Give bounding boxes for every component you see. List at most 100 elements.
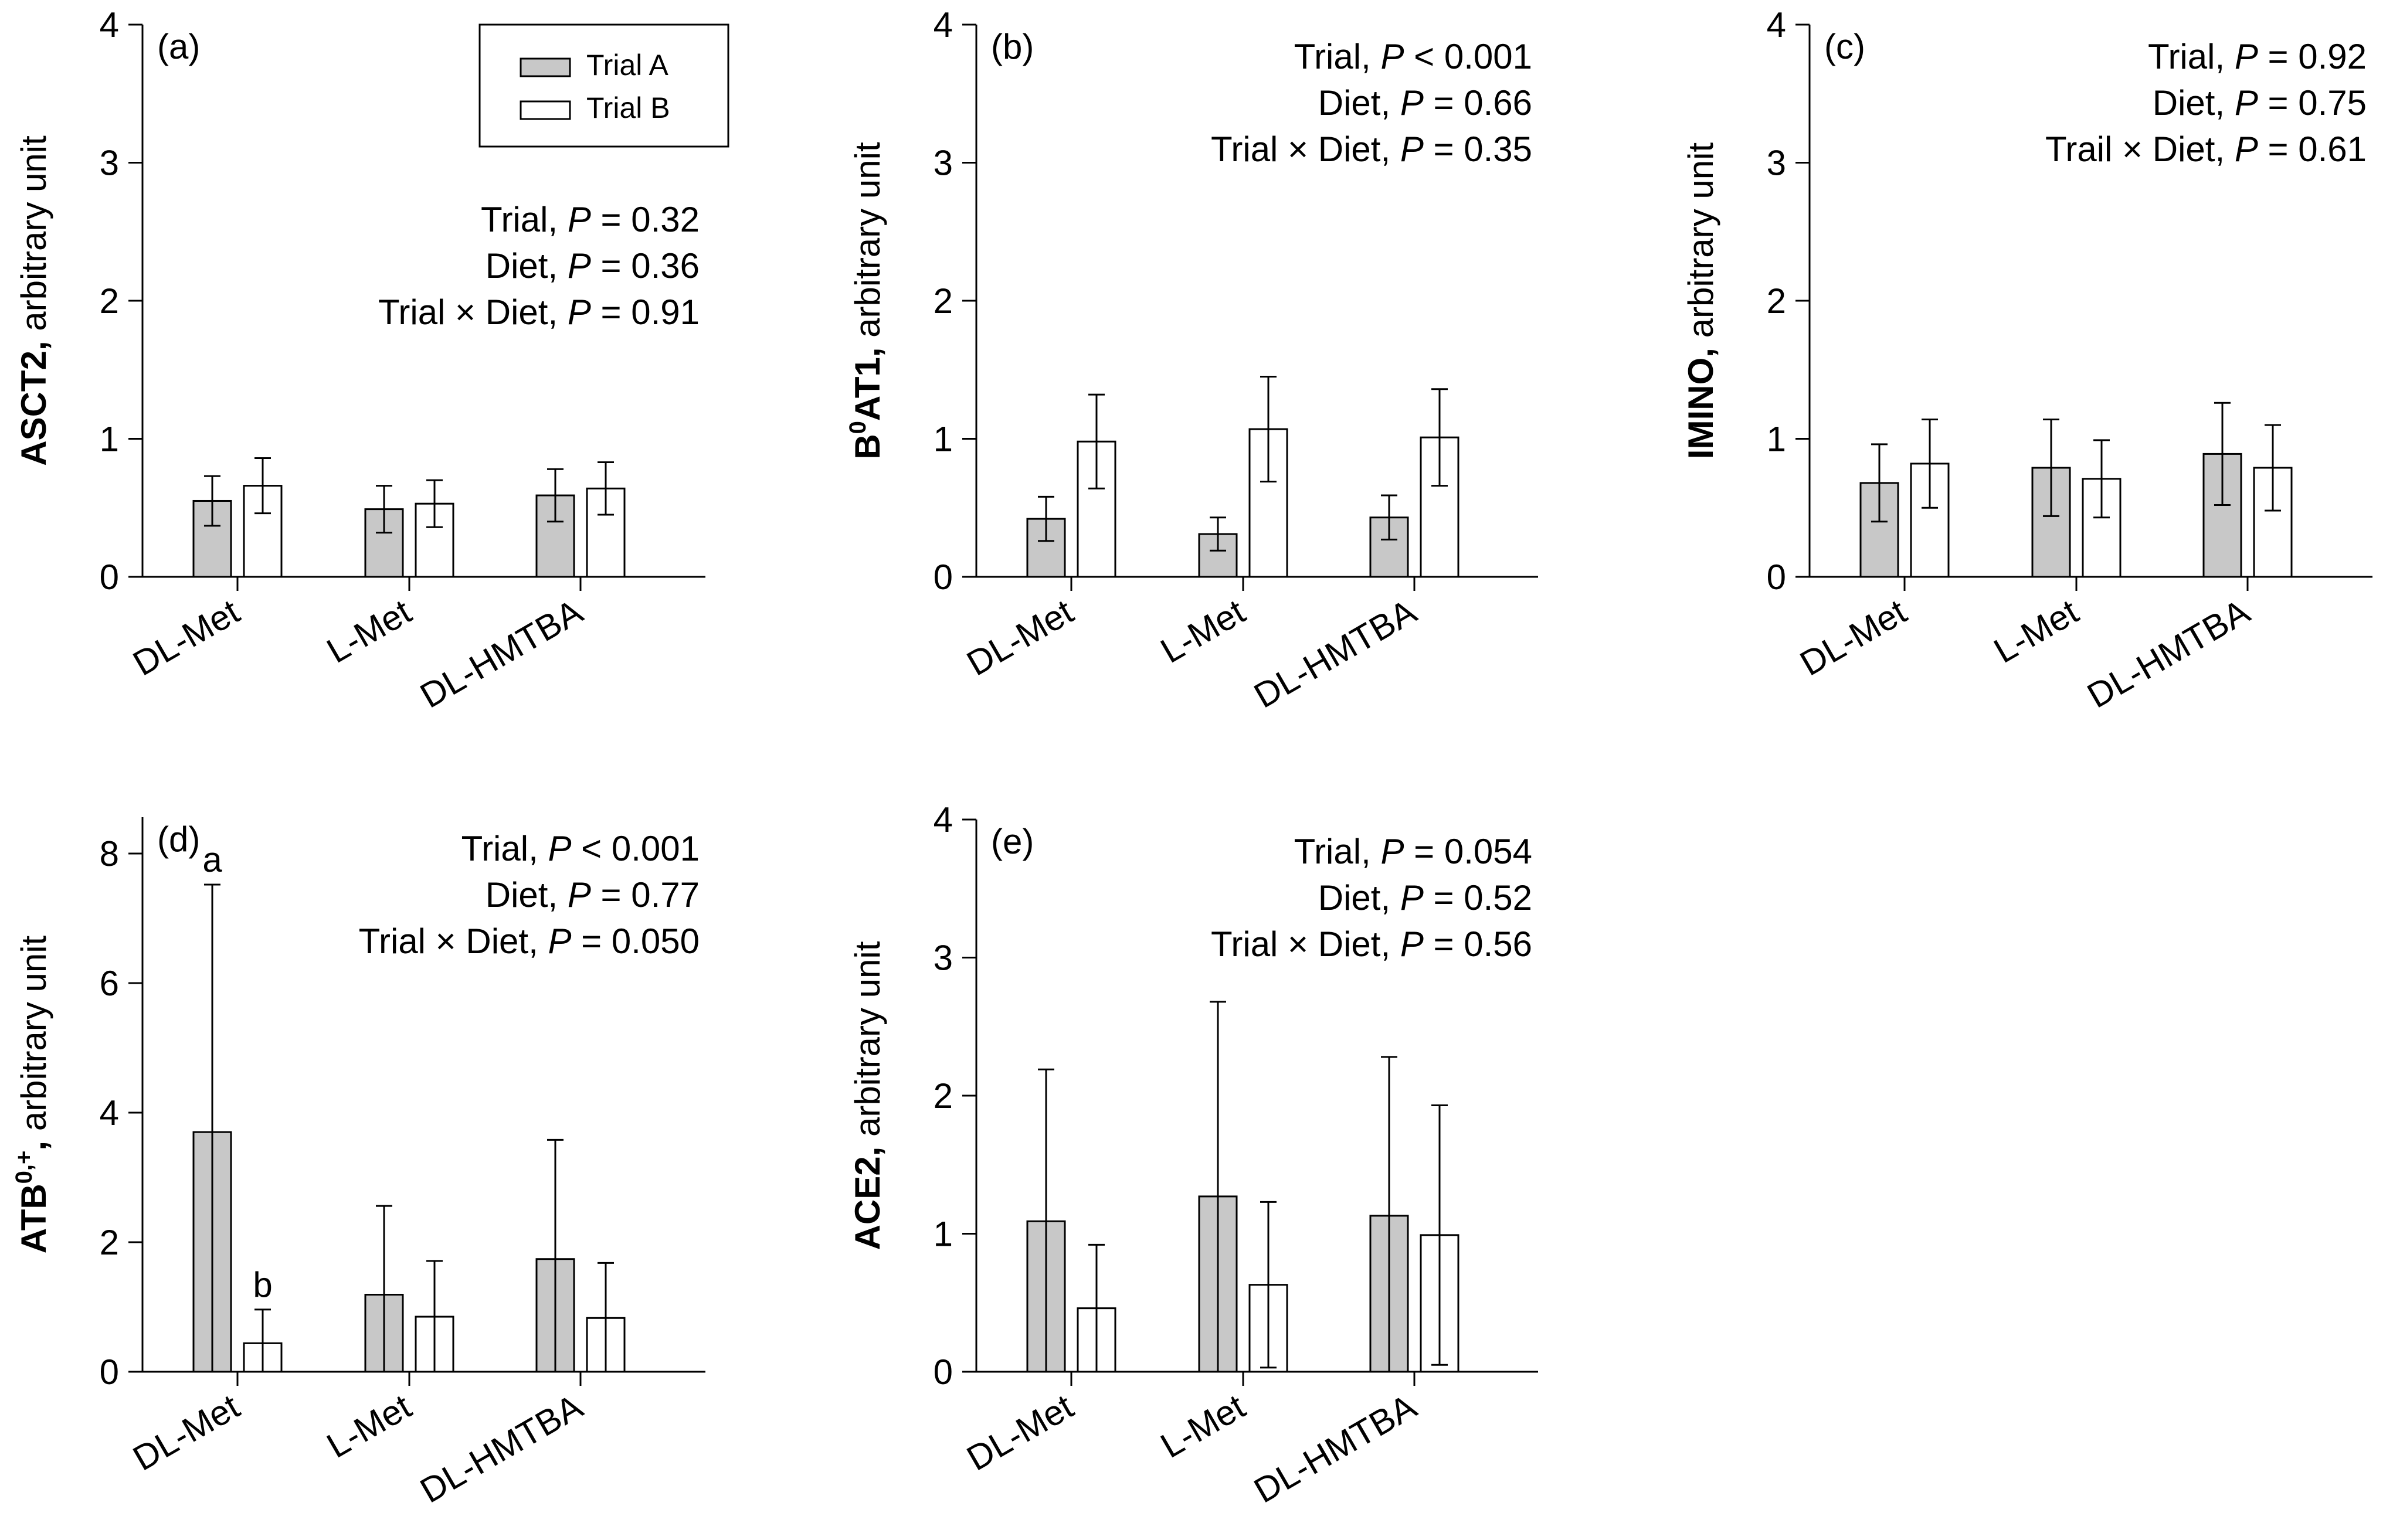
stat-line: Trial, P = 0.054 — [1294, 832, 1532, 871]
stat-p: P — [568, 293, 591, 332]
y-tick-label: 0 — [934, 557, 953, 597]
y-axis-label-main-cont: , — [14, 1141, 53, 1151]
y-tick-label: 1 — [934, 420, 953, 459]
x-tick-label: DL-Met — [127, 1386, 246, 1478]
y-axis-label-main: ACE2, — [848, 1147, 887, 1250]
significance-letter: a — [202, 840, 222, 879]
stat-line: Trial × Diet, P = 0.050 — [359, 922, 700, 961]
stat-value: < 0.001 — [1404, 37, 1532, 76]
stat-p: P — [568, 200, 591, 239]
legend-box — [478, 23, 729, 148]
stat-p: P — [568, 875, 591, 915]
stat-p: P — [548, 922, 571, 961]
y-tick-label: 1 — [934, 1215, 953, 1254]
stat-term: Diet, — [486, 875, 568, 915]
panel-label: (b) — [991, 27, 1034, 66]
y-tick-label: 2 — [100, 281, 119, 321]
stat-line: Diet, P = 0.36 — [486, 246, 700, 285]
y-tick-label: 0 — [1767, 557, 1786, 597]
x-tick-label: DL-HMTBA — [1247, 1386, 1423, 1510]
legend-swatch — [520, 57, 571, 77]
stat-p: P — [548, 829, 571, 868]
stat-line: Diet, P = 0.66 — [1318, 83, 1532, 123]
stat-p: P — [2235, 37, 2258, 76]
y-tick-label: 1 — [1767, 420, 1786, 459]
bar-trial-b-l-met — [415, 502, 454, 578]
x-tick-label: DL-Met — [1794, 591, 1913, 684]
x-tick-label: L-Met — [320, 1386, 418, 1466]
legend: Trial A Trial B — [478, 23, 729, 148]
panel-label: (e) — [991, 822, 1034, 861]
stat-line: Trial × Diet, P = 0.91 — [378, 293, 700, 332]
y-axis-label: B0AT1, arbitrary unit — [845, 142, 887, 460]
x-tick-label: L-Met — [1154, 1386, 1252, 1466]
stat-line: Trial, P < 0.001 — [1294, 37, 1532, 76]
panel-label: (a) — [157, 27, 200, 66]
stat-line: Diet, P = 0.77 — [486, 875, 700, 915]
stat-value: = 0.75 — [2258, 83, 2367, 123]
stat-value: = 0.56 — [1424, 924, 1532, 964]
y-tick-label: 4 — [1767, 5, 1786, 45]
stat-term: Diet, — [486, 246, 568, 285]
stat-value: = 0.050 — [571, 922, 700, 961]
panel-label: (c) — [1824, 27, 1865, 66]
panel-label: (d) — [157, 820, 200, 859]
stat-p: P — [2235, 83, 2258, 123]
stat-value: = 0.52 — [1424, 878, 1532, 917]
y-axis-label-unit: arbitrary unit — [1681, 142, 1720, 348]
y-tick-label: 3 — [934, 939, 953, 978]
stat-value: = 0.77 — [591, 875, 700, 915]
stat-line: Diet, P = 0.52 — [1318, 878, 1532, 917]
stat-value: = 0.35 — [1424, 130, 1532, 169]
x-tick-label: L-Met — [320, 591, 418, 671]
stat-line: Trial × Diet, P = 0.56 — [1211, 924, 1532, 964]
x-tick-label: DL-HMTBA — [413, 1386, 589, 1510]
y-tick-label: 2 — [100, 1223, 119, 1262]
x-tick-label: DL-HMTBA — [2080, 591, 2256, 715]
x-tick-label: DL-HMTBA — [1247, 591, 1423, 715]
legend-label: Trial B — [586, 91, 670, 124]
panel-e: 0 1 2 3 4 ACE2, arbitrary unit DL-Met L-MetDL-H… — [848, 800, 1538, 1511]
stat-p: P — [1400, 130, 1424, 169]
legend-swatch — [520, 100, 571, 120]
y-tick-label: 3 — [934, 144, 953, 183]
y-tick-label: 6 — [100, 964, 119, 1003]
stat-term: Trial × Diet, — [378, 293, 568, 332]
y-tick-label: 0 — [934, 1352, 953, 1392]
stat-value: = 0.054 — [1404, 832, 1532, 871]
y-axis-label-unit: arbitrary unit — [14, 935, 53, 1140]
stat-p: P — [1400, 924, 1424, 964]
stat-p: P — [1380, 37, 1404, 76]
stat-term: Trial, — [1294, 832, 1381, 871]
stat-term: Trail × Diet, — [2045, 130, 2235, 169]
y-tick-label: 3 — [100, 144, 119, 183]
stat-p: P — [568, 246, 591, 285]
stat-value: = 0.92 — [2258, 37, 2367, 76]
panel-c: 0 1 2 3 4 IMINO, arbitrary unit DL-Met L-MetDL-… — [1681, 5, 2372, 716]
y-axis-label: ATB0,+, arbitrary unit — [11, 935, 53, 1253]
y-tick-label: 4 — [934, 800, 953, 839]
y-tick-label: 4 — [100, 5, 119, 45]
y-axis-label: ASCT2, arbitrary unit — [14, 135, 53, 466]
stat-p: P — [1400, 83, 1424, 123]
y-axis-label: ACE2, arbitrary unit — [848, 941, 887, 1250]
y-tick-label: 2 — [934, 1076, 953, 1116]
y-tick-label: 1 — [100, 420, 119, 459]
stat-term: Diet, — [1318, 83, 1400, 123]
stat-value: = 0.61 — [2258, 130, 2367, 169]
y-axis-label-unit: arbitrary unit — [14, 135, 53, 341]
y-axis-label-main-cont: AT1, — [848, 347, 887, 421]
stat-p: P — [1380, 832, 1404, 871]
stat-line: Trial, P = 0.32 — [481, 200, 700, 239]
stat-term: Trial × Diet, — [1211, 924, 1400, 964]
stat-value: = 0.66 — [1424, 83, 1532, 123]
stat-p: P — [1400, 878, 1424, 917]
stat-line: Trial × Diet, P = 0.35 — [1211, 130, 1532, 169]
stat-value: = 0.36 — [591, 246, 700, 285]
stat-term: Trial × Diet, — [359, 922, 548, 961]
y-tick-label: 8 — [100, 834, 119, 873]
x-tick-label: DL-Met — [960, 591, 1080, 684]
stat-value: = 0.91 — [591, 293, 700, 332]
stat-term: Trial, — [1294, 37, 1381, 76]
